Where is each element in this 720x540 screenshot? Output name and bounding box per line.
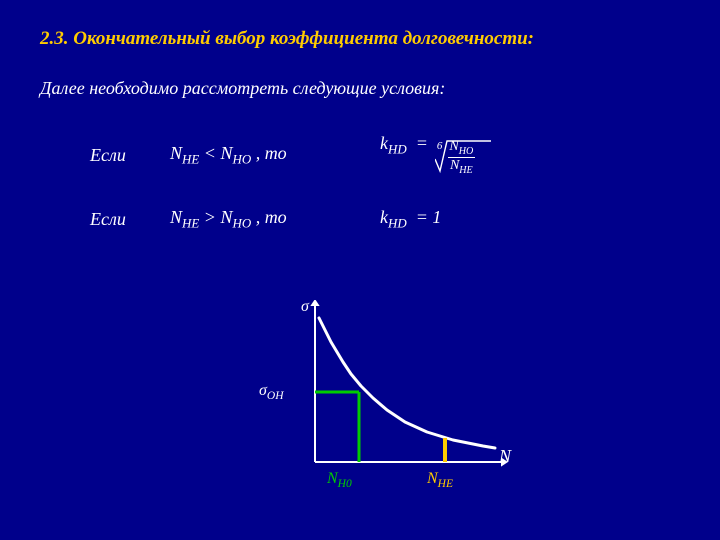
cond1-sub-HO: HO: [232, 151, 251, 166]
cond2-then: , то: [256, 207, 287, 227]
frac-num-N: N: [449, 139, 458, 154]
cond1-N1: N: [170, 143, 182, 163]
cond1-frac: NHO NHE: [447, 139, 475, 176]
frac-den-sub: HE: [459, 165, 472, 176]
condition-row-2: Если NHE > NHO , то kHD = 1: [90, 207, 680, 232]
NHE-N: N: [427, 470, 438, 487]
cond2-if: Если: [90, 209, 170, 230]
cond1-then: , то: [256, 143, 287, 163]
intro-text: Далее необходимо рассмотреть следующие у…: [40, 78, 680, 99]
label-sigma-oh: σOH: [259, 382, 284, 402]
cond1-k: k: [380, 133, 388, 153]
cond1-expr: NHE < NHO , то: [170, 143, 380, 168]
NH0-N: N: [327, 470, 338, 487]
cond1-root: 6 NHO NHE: [437, 137, 486, 177]
cond1-lt: <: [204, 143, 221, 163]
label-NH0: NH0: [327, 470, 352, 490]
label-NHE: NHE: [427, 470, 453, 490]
cond1-formula: kHD = 6 NHO NHE: [380, 133, 485, 177]
cond1-if: Если: [90, 145, 170, 166]
cond2-sub-HE: HE: [182, 216, 199, 231]
cond1-sub-HE: HE: [182, 151, 199, 166]
fatigue-curve-diagram: σ σOH N NH0 NHE: [255, 300, 535, 510]
cond2-N2: N: [220, 207, 232, 227]
cond2-N1: N: [170, 207, 182, 227]
cond1-root-symbol: NHO NHE: [435, 137, 485, 177]
section-heading: 2.3. Окончательный выбор коэффициента до…: [40, 28, 680, 50]
page-root: 2.3. Окончательный выбор коэффициента до…: [0, 0, 720, 540]
NHE-sub: HE: [438, 478, 453, 490]
condition-row-1: Если NHE < NHO , то kHD = 6 NHO: [90, 133, 680, 177]
cond2-k: k: [380, 207, 388, 227]
cond1-k-sub: HD: [388, 142, 407, 157]
cond1-N2: N: [220, 143, 232, 163]
sigmaOH-sub: OH: [267, 390, 284, 402]
sigmaOH-sigma: σ: [259, 382, 267, 399]
cond2-expr: NHE > NHO , то: [170, 207, 380, 232]
NH0-sub: H0: [338, 478, 352, 490]
cond2-k-sub: HD: [388, 216, 407, 231]
label-sigma-axis: σ: [301, 298, 309, 316]
frac-num-sub: HO: [459, 146, 474, 157]
cond2-formula: kHD = 1: [380, 207, 441, 232]
frac-den-N: N: [450, 158, 459, 173]
label-N-axis: N: [499, 446, 511, 467]
diagram-svg: [255, 300, 535, 500]
cond2-rhs: 1: [432, 207, 441, 227]
cond2-gt: >: [204, 207, 221, 227]
cond2-sub-HO: HO: [232, 216, 251, 231]
